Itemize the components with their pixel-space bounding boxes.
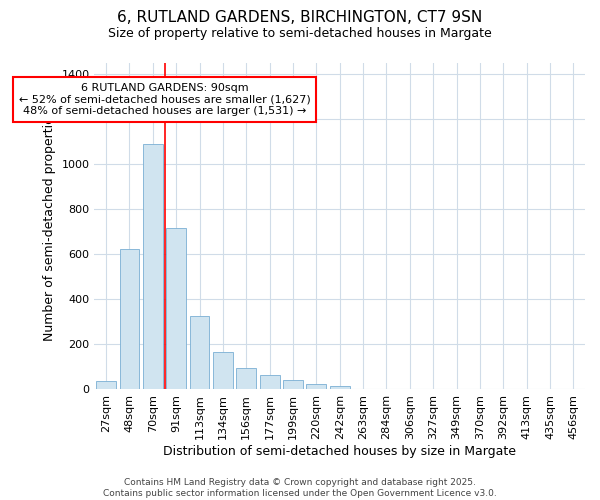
Y-axis label: Number of semi-detached properties: Number of semi-detached properties	[43, 110, 56, 342]
Bar	[260, 376, 280, 389]
Bar	[236, 368, 256, 389]
Bar	[283, 380, 303, 389]
Bar	[307, 384, 326, 389]
Bar	[190, 316, 209, 389]
Bar	[143, 144, 163, 389]
X-axis label: Distribution of semi-detached houses by size in Margate: Distribution of semi-detached houses by …	[163, 444, 516, 458]
Bar	[96, 381, 116, 389]
Text: Size of property relative to semi-detached houses in Margate: Size of property relative to semi-detach…	[108, 28, 492, 40]
Bar	[119, 250, 139, 389]
Bar	[166, 228, 186, 389]
Text: Contains HM Land Registry data © Crown copyright and database right 2025.
Contai: Contains HM Land Registry data © Crown c…	[103, 478, 497, 498]
Text: 6, RUTLAND GARDENS, BIRCHINGTON, CT7 9SN: 6, RUTLAND GARDENS, BIRCHINGTON, CT7 9SN	[118, 10, 482, 25]
Text: 6 RUTLAND GARDENS: 90sqm
← 52% of semi-detached houses are smaller (1,627)
48% o: 6 RUTLAND GARDENS: 90sqm ← 52% of semi-d…	[19, 83, 310, 116]
Bar	[330, 386, 350, 389]
Bar	[213, 352, 233, 389]
